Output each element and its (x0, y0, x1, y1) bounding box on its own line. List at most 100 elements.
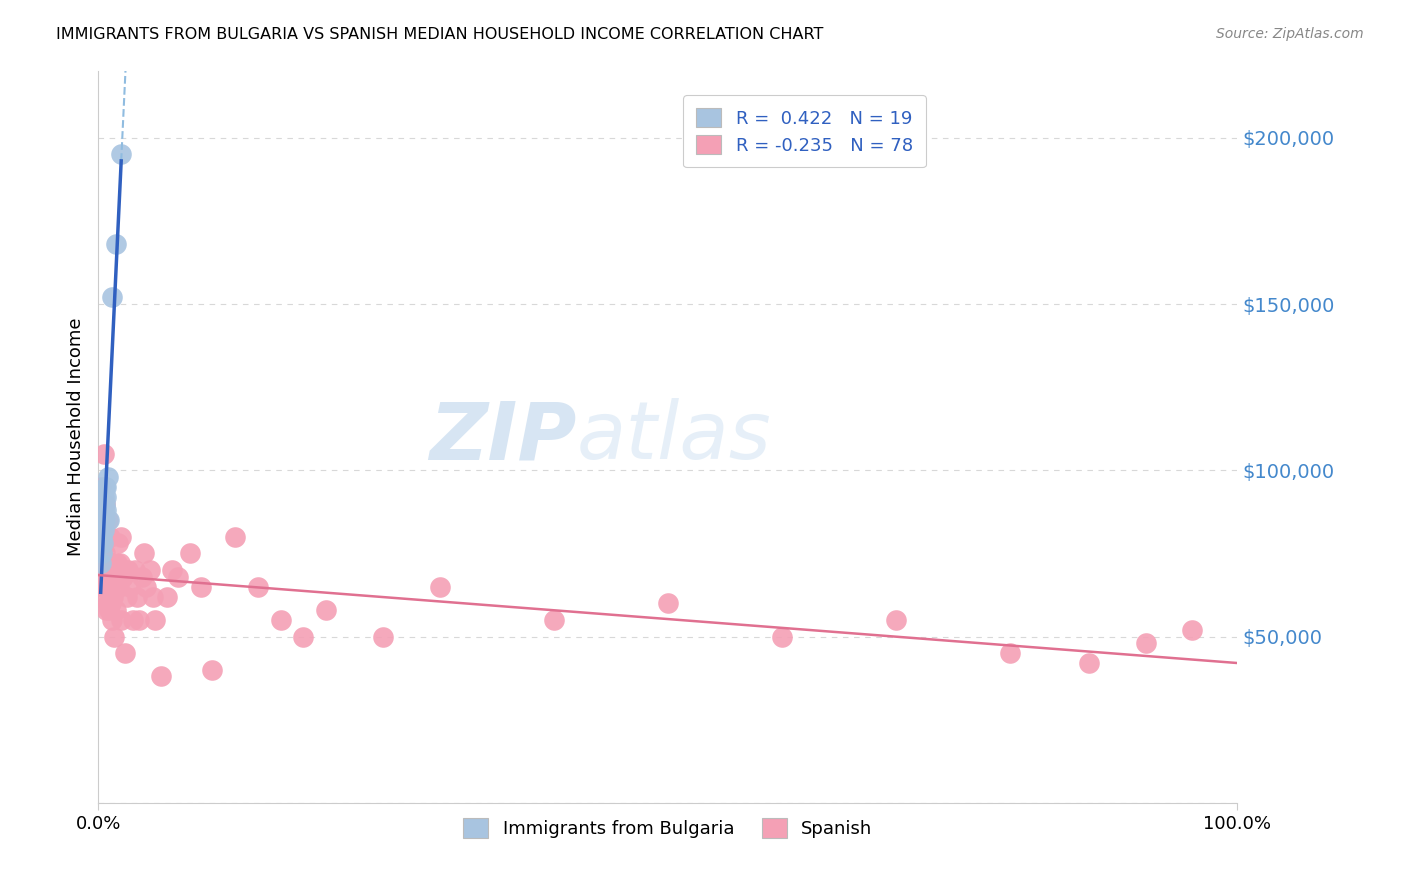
Point (96, 596, 118, 610)
Point (117, 563, 139, 577)
Point (1078, 656, 1101, 670)
Point (93, 530, 115, 544)
Legend: Immigrants from Bulgaria, Spanish: Immigrants from Bulgaria, Spanish (456, 811, 880, 845)
Point (98, 530, 121, 544)
Point (108, 580, 131, 594)
Point (543, 613, 565, 627)
Point (94, 497, 117, 511)
Point (97, 603, 120, 617)
Point (121, 613, 143, 627)
Point (108, 557, 131, 571)
Point (90, 480, 112, 494)
Point (201, 663, 224, 677)
Point (96, 513, 118, 527)
Point (145, 613, 167, 627)
Point (96, 470, 118, 484)
Point (142, 590, 165, 604)
Point (770, 630, 793, 644)
Point (97, 513, 120, 527)
Y-axis label: Median Household Income: Median Household Income (66, 318, 84, 557)
Point (110, 613, 132, 627)
Point (93, 503, 115, 517)
Point (96, 557, 118, 571)
Text: Source: ZipAtlas.com: Source: ZipAtlas.com (1216, 27, 1364, 41)
Point (93, 447, 115, 461)
Point (94, 480, 117, 494)
Point (179, 546, 201, 560)
Point (114, 646, 136, 660)
Point (246, 580, 269, 594)
Point (104, 237, 127, 252)
Text: IMMIGRANTS FROM BULGARIA VS SPANISH MEDIAN HOUSEHOLD INCOME CORRELATION CHART: IMMIGRANTS FROM BULGARIA VS SPANISH MEDI… (56, 27, 824, 42)
Point (107, 536, 129, 550)
Point (90, 546, 112, 560)
Point (1135, 636, 1157, 650)
Point (128, 613, 150, 627)
Point (94, 570, 117, 584)
Point (93, 590, 115, 604)
Point (91, 536, 114, 550)
Point (110, 147, 132, 161)
Point (270, 613, 292, 627)
Point (100, 596, 122, 610)
Point (315, 603, 337, 617)
Point (90, 530, 112, 544)
Point (100, 557, 122, 571)
Point (104, 603, 127, 617)
Point (657, 596, 679, 610)
Point (94, 513, 117, 527)
Point (96, 480, 118, 494)
Point (190, 580, 212, 594)
Point (132, 546, 155, 560)
Point (90, 557, 112, 571)
Point (91, 513, 114, 527)
Point (101, 613, 124, 627)
Point (167, 570, 190, 584)
Point (93, 563, 115, 577)
Point (96, 503, 118, 517)
Point (884, 613, 907, 627)
Point (97, 570, 120, 584)
Point (94, 546, 117, 560)
Point (101, 290, 124, 304)
Text: atlas: atlas (576, 398, 772, 476)
Point (103, 630, 125, 644)
Point (112, 570, 135, 584)
Point (135, 580, 157, 594)
Point (96, 580, 118, 594)
Point (371, 630, 394, 644)
Point (115, 590, 138, 604)
Point (138, 563, 160, 577)
Point (103, 557, 125, 571)
Point (224, 530, 246, 544)
Point (998, 646, 1021, 660)
Point (150, 669, 173, 683)
Point (96, 557, 118, 571)
Point (91, 580, 114, 594)
Point (110, 530, 132, 544)
Point (292, 630, 315, 644)
Point (429, 580, 451, 594)
Point (127, 590, 149, 604)
Point (90, 513, 112, 527)
Point (89, 557, 111, 571)
Point (93, 523, 115, 537)
Point (96, 603, 118, 617)
Point (101, 570, 124, 584)
Point (90, 546, 112, 560)
Point (90, 530, 112, 544)
Point (98, 580, 121, 594)
Point (131, 570, 153, 584)
Point (120, 580, 142, 594)
Point (96, 490, 118, 504)
Point (91, 557, 114, 571)
Point (156, 590, 179, 604)
Point (105, 557, 128, 571)
Point (162, 563, 184, 577)
Point (1181, 623, 1204, 637)
Point (103, 590, 125, 604)
Point (90, 570, 112, 584)
Point (124, 563, 146, 577)
Text: ZIP: ZIP (429, 398, 576, 476)
Point (104, 570, 127, 584)
